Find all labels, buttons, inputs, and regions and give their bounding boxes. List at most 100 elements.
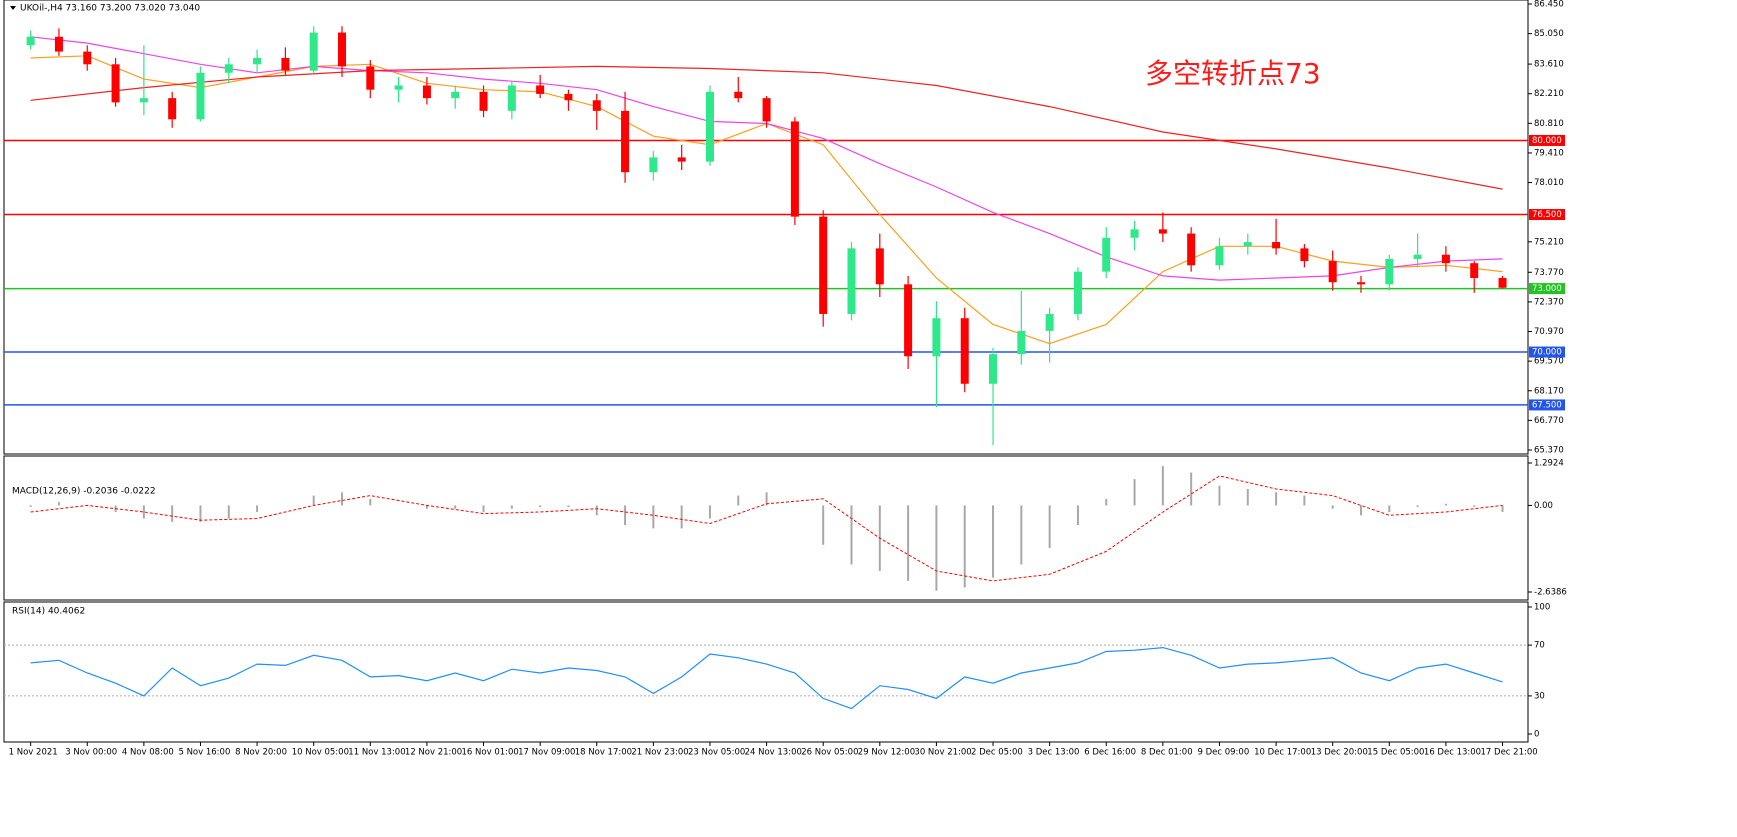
- x-tick-label: 23 Nov 05:00: [688, 748, 745, 758]
- candle-body: [1187, 233, 1196, 266]
- y-tick-label: 1.2924: [1534, 459, 1564, 469]
- level-tag-label: 76.500: [1532, 210, 1562, 220]
- y-tick-label: 0.00: [1534, 501, 1553, 511]
- candle-body: [309, 32, 318, 71]
- x-tick-label: 9 Dec 09:00: [1197, 748, 1249, 758]
- candle-body: [819, 216, 828, 314]
- candle-body: [592, 100, 601, 111]
- panel-frame: [3, 0, 1529, 455]
- rsi-header: RSI(14) 40.4062: [12, 607, 85, 617]
- candle-body: [621, 110, 630, 173]
- x-tick-label: 10 Dec 17:00: [1254, 748, 1311, 758]
- level-tag: [1529, 209, 1565, 221]
- level-tag-label: 67.500: [1532, 400, 1562, 410]
- y-tick-label: 69.570: [1534, 357, 1564, 367]
- candle-body: [677, 157, 686, 162]
- candle-body: [1158, 229, 1167, 234]
- candle-body: [1272, 242, 1281, 249]
- rsi-line: [30, 646, 1503, 710]
- candle-body: [54, 36, 63, 52]
- x-tick-label: 21 Nov 23:00: [631, 748, 688, 758]
- y-tick-label: 82.210: [1534, 89, 1564, 99]
- candle-body: [790, 121, 799, 217]
- x-tick-label: 5 Nov 16:00: [178, 748, 230, 758]
- symbol-header: UKOil-,H4 73.160 73.200 73.020 73.040: [20, 4, 200, 14]
- signal-line: [30, 475, 1503, 582]
- y-tick-label: 70.970: [1534, 327, 1564, 337]
- level-tag: [1529, 134, 1565, 146]
- x-tick-label: 6 Dec 16:00: [1084, 748, 1136, 758]
- candle-body: [1413, 254, 1422, 259]
- candle-body: [847, 248, 856, 314]
- level-tag: [1529, 346, 1565, 358]
- y-tick-label: 66.770: [1534, 416, 1564, 426]
- candle-body: [139, 98, 148, 103]
- candle-body: [989, 354, 998, 384]
- y-tick-label: 75.210: [1534, 237, 1564, 247]
- y-tick-label: 65.370: [1534, 446, 1564, 456]
- x-tick-label: 3 Nov 00:00: [65, 748, 117, 758]
- candle-body: [1215, 246, 1224, 266]
- x-tick-label: 8 Dec 01:00: [1141, 748, 1193, 758]
- x-tick-label: 4 Nov 08:00: [122, 748, 174, 758]
- x-tick-label: 24 Nov 13:00: [745, 748, 802, 758]
- candle-body: [1300, 248, 1309, 262]
- candle-body: [1243, 242, 1252, 247]
- y-tick-label: 68.170: [1534, 386, 1564, 396]
- x-tick-label: 8 Nov 20:00: [235, 748, 287, 758]
- x-tick-label: 10 Nov 05:00: [292, 748, 349, 758]
- candle-body: [1073, 271, 1082, 314]
- candle-body: [1102, 237, 1111, 272]
- candle-body: [649, 157, 658, 173]
- menu-arrow[interactable]: [10, 6, 16, 10]
- candle-body: [507, 85, 516, 111]
- candle-body: [479, 91, 488, 111]
- candle-body: [564, 93, 573, 101]
- candle-body: [168, 98, 177, 120]
- y-tick-label: 73.770: [1534, 268, 1564, 278]
- panel-frame: [3, 601, 1529, 743]
- y-tick-label: 70: [1534, 641, 1545, 651]
- x-tick-label: 17 Dec 21:00: [1481, 748, 1538, 758]
- candle-body: [1017, 330, 1026, 355]
- candle-body: [875, 248, 884, 285]
- x-tick-label: 30 Nov 21:00: [914, 748, 971, 758]
- x-tick-label: 18 Nov 17:00: [575, 748, 632, 758]
- candle-body: [734, 91, 743, 99]
- candle-body: [1498, 277, 1507, 288]
- candle-body: [451, 91, 460, 99]
- candle-body: [1130, 229, 1139, 238]
- x-tick-label: 29 Nov 12:00: [858, 748, 915, 758]
- candle-body: [762, 98, 771, 122]
- y-tick-label: -2.6386: [1534, 588, 1567, 598]
- candle-body: [1441, 254, 1450, 264]
- candle-body: [111, 64, 120, 103]
- panel-frame: [3, 455, 1529, 601]
- candle-body: [366, 66, 375, 90]
- candle-body: [422, 85, 431, 99]
- y-tick-label: 30: [1534, 691, 1545, 701]
- y-tick-label: 72.370: [1534, 297, 1564, 307]
- candle-body: [1470, 263, 1479, 278]
- y-tick-label: 78.010: [1534, 178, 1564, 188]
- x-tick-label: 17 Nov 09:00: [518, 748, 575, 758]
- annotation: 多空转折点73: [1145, 57, 1321, 90]
- candle-body: [253, 57, 262, 65]
- level-tag-label: 73.000: [1532, 284, 1562, 294]
- level-tag-label: 80.000: [1532, 136, 1562, 146]
- y-tick-label: 79.410: [1534, 148, 1564, 158]
- x-tick-label: 1 Nov 2021: [9, 748, 58, 758]
- candle-body: [83, 51, 92, 65]
- candle-body: [904, 284, 913, 357]
- y-tick-label: 83.610: [1534, 60, 1564, 70]
- x-tick-label: 2 Dec 05:00: [971, 748, 1023, 758]
- x-tick-label: 15 Dec 05:00: [1367, 748, 1424, 758]
- level-tag: [1529, 399, 1565, 411]
- x-tick-label: 13 Dec 20:00: [1311, 748, 1368, 758]
- candle-body: [960, 318, 969, 384]
- candle-body: [338, 32, 347, 67]
- y-tick-label: 85.050: [1534, 29, 1564, 39]
- y-tick-label: 100: [1534, 603, 1550, 613]
